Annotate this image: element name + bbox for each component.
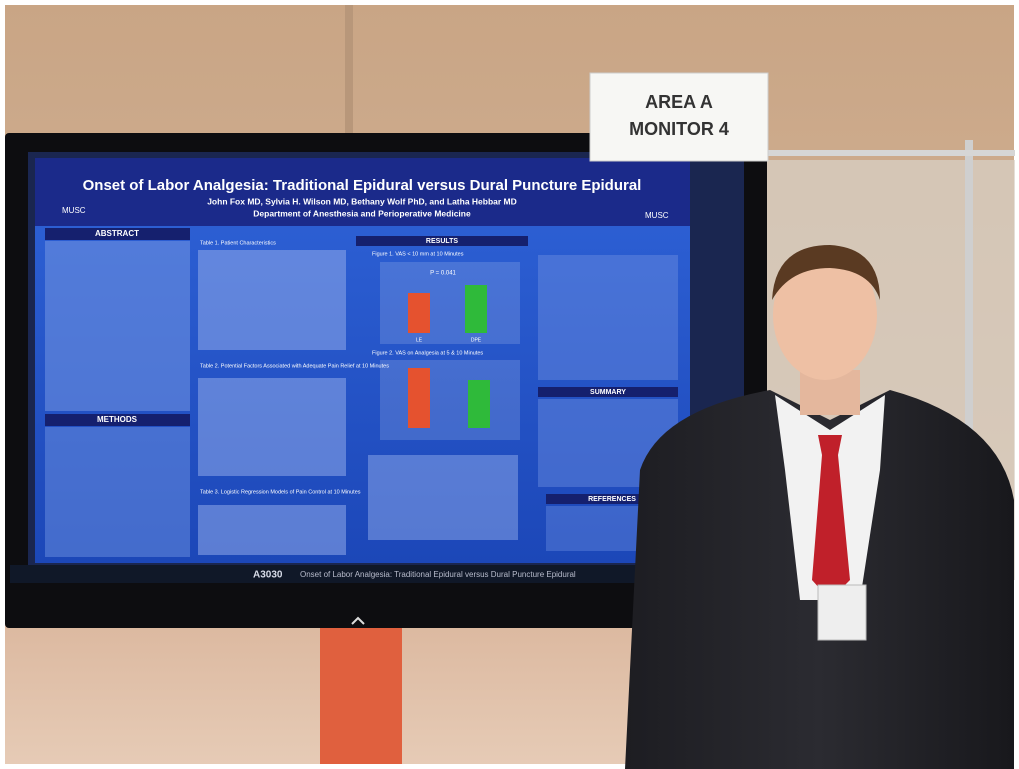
table xyxy=(368,455,518,540)
figure xyxy=(380,360,520,440)
section-header xyxy=(45,228,190,240)
table xyxy=(198,505,346,555)
figure-bar xyxy=(408,293,430,333)
table-caption: Table 2. Potential Factors Associated wi… xyxy=(200,363,389,369)
sign xyxy=(589,72,769,162)
poster-title: Onset of Labor Analgesia: Traditional Ep… xyxy=(83,177,642,194)
bar-label: DPE xyxy=(471,337,482,343)
section-header xyxy=(538,387,678,397)
face xyxy=(773,250,877,380)
sign-text: AREA A xyxy=(645,92,713,112)
section-title: SUMMARY xyxy=(590,389,626,396)
figure xyxy=(380,262,520,344)
section-title: REFERENCES xyxy=(588,496,636,503)
section-title: RESULTS xyxy=(426,238,458,245)
logo: MUSC xyxy=(62,206,86,215)
table-caption: Table 3. Logistic Regression Models of P… xyxy=(200,489,361,495)
text-block xyxy=(45,427,190,557)
section-header xyxy=(356,236,528,246)
frame-rail xyxy=(765,150,1015,156)
toolbar-code: A3030 xyxy=(253,570,283,581)
screen-toolbar xyxy=(10,565,750,583)
figure-caption: Figure 1. VAS < 10 mm at 10 Minutes xyxy=(372,251,464,257)
poster-authors: John Fox MD, Sylvia H. Wilson MD, Bethan… xyxy=(207,196,517,206)
wall-seam xyxy=(345,5,353,135)
table xyxy=(198,378,346,476)
logo: MUSC xyxy=(645,211,669,220)
poster-header xyxy=(35,158,690,226)
table xyxy=(198,250,346,350)
text-block xyxy=(538,255,678,380)
bar-label: LE xyxy=(416,337,423,343)
sign-text: MONITOR 4 xyxy=(629,119,729,139)
section-title: ABSTRACT xyxy=(95,229,139,238)
hair xyxy=(772,245,880,300)
badge xyxy=(817,584,867,641)
text-block xyxy=(45,241,190,411)
frame-post xyxy=(965,140,973,640)
section-title: METHODS xyxy=(97,415,138,424)
table-caption: Table 1. Patient Characteristics xyxy=(200,240,276,246)
figure-bar xyxy=(465,285,487,333)
figure-bar xyxy=(408,368,430,428)
chevron xyxy=(351,616,365,625)
toolbar-caption: Onset of Labor Analgesia: Traditional Ep… xyxy=(300,570,576,579)
section-header xyxy=(45,414,190,426)
section-header xyxy=(546,494,678,504)
poster-department: Department of Anesthesia and Perioperati… xyxy=(253,208,471,218)
tie xyxy=(812,435,850,600)
figure-caption: Figure 2. VAS on Analgesia at 5 & 10 Min… xyxy=(372,350,483,356)
figure-bar xyxy=(468,380,490,428)
p-value: P = 0.041 xyxy=(430,271,456,277)
stand-pole xyxy=(320,628,402,764)
